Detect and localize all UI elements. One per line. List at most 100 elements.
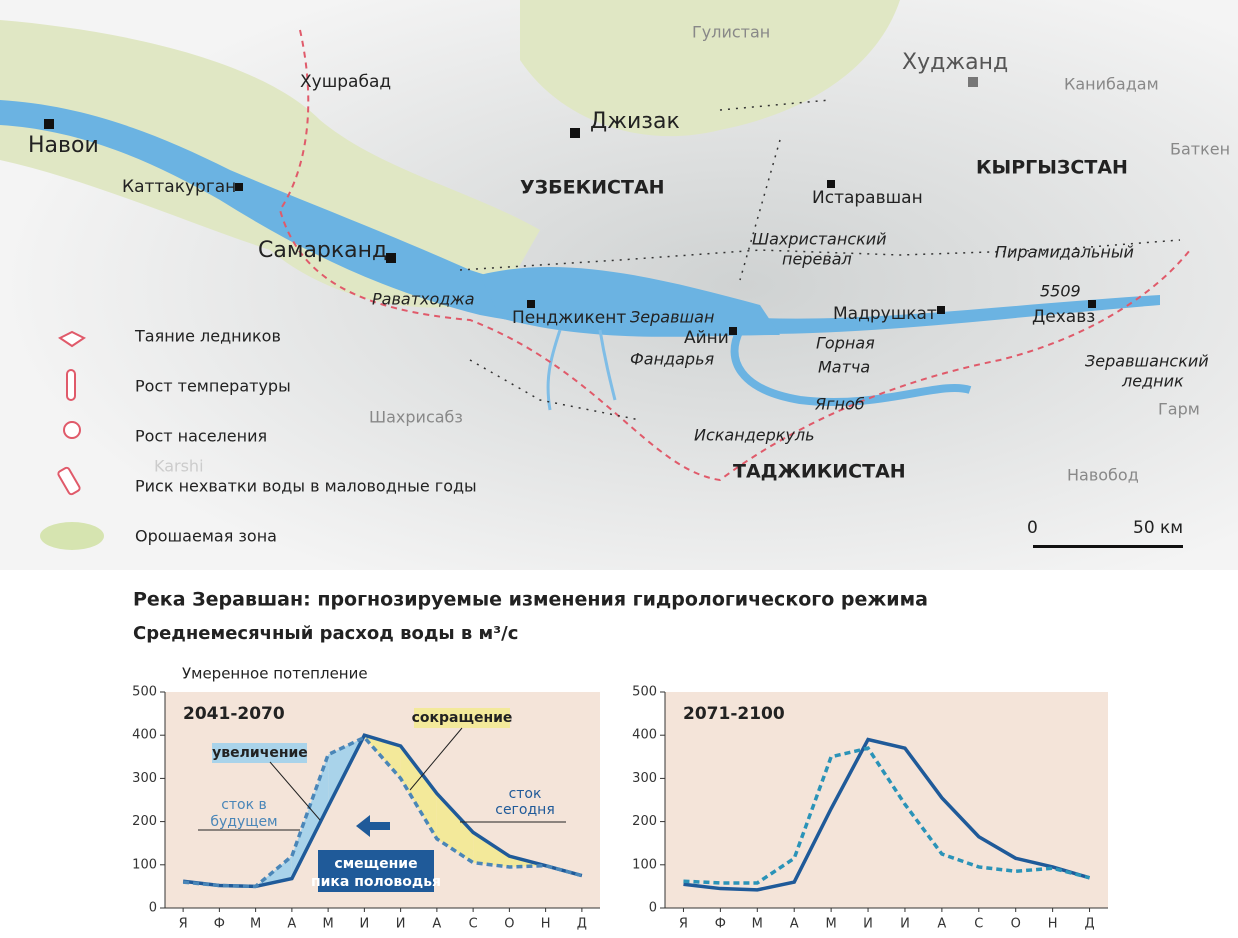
state-border [459,99,1181,421]
series-line [683,746,1090,885]
y-tick-label: 400 [632,728,657,743]
irrigated-zone [520,0,900,137]
place: перевал [782,250,852,269]
chart-subtitle: Умеренное потепление [182,665,368,683]
place: Истаравшан [812,188,923,208]
legend-text: Орошаемая зона [135,527,277,546]
title: Река Зеравшан: прогнозируемые изменения … [133,589,928,611]
legend-text: Рост температуры [135,377,291,396]
x-tick-label: М [826,917,837,932]
decrease-area [436,793,474,863]
river-basin [480,266,780,337]
place: Мадрушкат [833,304,937,324]
x-tick-label: И [863,917,873,932]
x-tick-label: А [287,917,296,932]
y-tick-label: 200 [132,814,157,829]
scale-bar [1033,545,1183,548]
place: Айни [684,328,729,348]
legend-text: Рост населения [135,427,267,446]
x-tick-label: Ф [715,917,726,932]
place: Худжанд [902,50,1008,75]
country: КЫРГЫЗСТАН [976,157,1128,179]
place: Зеравшанский [1085,352,1209,371]
annotation-box [318,850,434,892]
x-tick-label: И [360,917,370,932]
legend-icon [58,330,86,348]
annotation: сокращение [412,710,513,726]
x-tick-label: Н [1048,917,1058,932]
river-name: Матча [818,358,870,377]
place: Навобод [1067,466,1139,485]
place: Хушрабад [300,72,391,92]
place: Пенджикент [512,308,626,328]
y-tick-label: 300 [132,771,157,786]
x-tick-label: С [469,917,478,932]
y-tick-label: 400 [132,728,157,743]
city-markers [44,77,1096,335]
y-tick-label: 100 [632,857,657,872]
river-name: Горная [816,334,875,353]
x-tick-label: Я [179,917,188,932]
place: Джизак [590,109,680,134]
y-tick-label: 300 [632,771,657,786]
shift-arrow [356,815,390,837]
basin-border [278,29,1191,482]
river-name: Ягноб [814,395,865,414]
scale-label: 50 км [1133,518,1183,538]
legend-icon [40,522,104,550]
annotation: пика половодья [311,874,441,890]
x-tick-label: Я [679,917,688,932]
series-line [182,735,583,889]
place: Баткен [1170,140,1230,159]
place: Искандеркуль [694,426,815,445]
x-tick-label: С [974,917,983,932]
place: Гулистан [692,23,770,42]
place: Раватходжа [372,290,475,309]
x-tick-label: А [790,917,799,932]
annotation: сегодня [495,802,555,818]
place: Дехавз [1032,307,1095,327]
subtitle: Среднемесячный расход воды в м³/с [133,623,518,644]
river [0,100,1160,336]
y-tick-label: 100 [132,857,157,872]
series-line [683,737,1091,892]
x-tick-label: Ф [214,917,225,932]
annotation-box [212,743,307,763]
decrease-area [400,746,437,839]
river-name: Фандарья [630,350,714,369]
annotation: увеличение [212,745,308,761]
place: Канибадам [1064,75,1159,94]
x-tick-label: О [1011,917,1021,932]
irrigated-zone [0,20,540,308]
legend: Таяние ледников Рост температуры Рост на… [40,327,477,550]
x-tick-label: Н [541,917,551,932]
annotation-box [414,708,510,728]
x-tick-label: М [752,917,763,932]
series-line [182,733,583,889]
x-tick-label: М [250,917,261,932]
map: Навои Хушрабад Каттакурган Самарканд Джи… [0,0,1238,570]
country: ТАДЖИКИСТАН [733,461,906,483]
legend-text: Риск нехватки воды в маловодные годы [135,477,477,496]
plot-area [665,692,1108,908]
annotation: сток в [221,797,267,813]
legend-icon [63,421,81,439]
y-tick-label: 500 [132,685,157,700]
place: Навои [28,133,99,158]
annotation: смещение [334,856,417,872]
decrease-area [473,832,510,867]
annotation: будущем [210,814,277,830]
x-tick-label: И [396,917,406,932]
x-tick-label: А [432,917,441,932]
period-label: 2071-2100 [683,704,785,724]
legend-icon [66,369,76,401]
river-name: Зеравшан [630,308,714,327]
x-tick-label: Д [1084,917,1094,932]
y-tick-label: 200 [632,814,657,829]
y-tick-label: 0 [149,901,157,916]
place: Самарканд [258,238,387,263]
river-tributary [730,328,972,407]
x-tick-label: О [504,917,514,932]
country: УЗБЕКИСТАН [520,177,665,199]
